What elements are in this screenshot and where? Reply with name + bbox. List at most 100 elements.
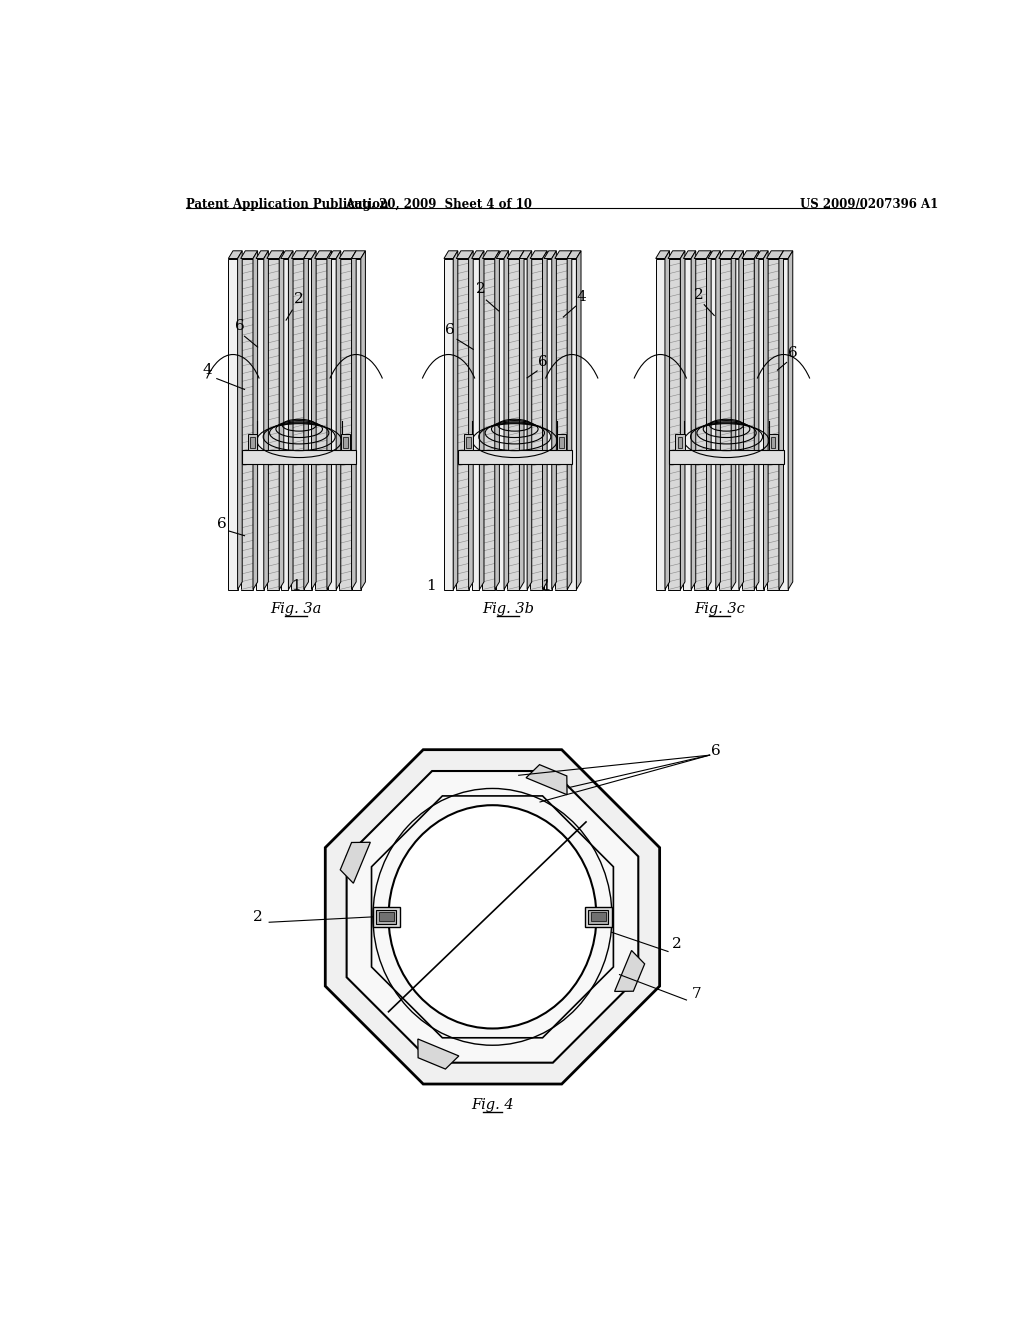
Text: US 2009/0207396 A1: US 2009/0207396 A1 bbox=[801, 198, 939, 211]
Polygon shape bbox=[507, 259, 519, 590]
Text: Fig. 3b: Fig. 3b bbox=[482, 602, 534, 615]
Text: 2: 2 bbox=[476, 282, 485, 296]
Polygon shape bbox=[343, 437, 348, 447]
Text: 2: 2 bbox=[673, 937, 682, 950]
Polygon shape bbox=[756, 259, 764, 590]
Polygon shape bbox=[267, 259, 280, 590]
Polygon shape bbox=[519, 251, 531, 259]
Polygon shape bbox=[464, 434, 473, 450]
Polygon shape bbox=[264, 251, 268, 590]
Polygon shape bbox=[256, 259, 264, 590]
Text: 6: 6 bbox=[711, 744, 721, 758]
Polygon shape bbox=[267, 251, 284, 259]
Polygon shape bbox=[281, 251, 293, 259]
Polygon shape bbox=[716, 251, 720, 590]
Polygon shape bbox=[314, 259, 327, 590]
Polygon shape bbox=[678, 437, 682, 447]
Polygon shape bbox=[577, 251, 581, 590]
Polygon shape bbox=[351, 251, 356, 590]
Polygon shape bbox=[238, 251, 243, 590]
Polygon shape bbox=[676, 434, 685, 450]
Polygon shape bbox=[253, 251, 258, 590]
Polygon shape bbox=[668, 251, 685, 259]
Polygon shape bbox=[719, 259, 731, 590]
Text: Fig. 3a: Fig. 3a bbox=[270, 602, 322, 615]
Polygon shape bbox=[289, 251, 293, 590]
Polygon shape bbox=[567, 251, 571, 590]
Polygon shape bbox=[341, 434, 350, 450]
Polygon shape bbox=[228, 251, 243, 259]
Polygon shape bbox=[329, 259, 336, 590]
Polygon shape bbox=[708, 259, 716, 590]
Polygon shape bbox=[691, 251, 695, 590]
Polygon shape bbox=[360, 251, 366, 590]
Text: 2: 2 bbox=[294, 292, 303, 306]
Polygon shape bbox=[530, 251, 547, 259]
Polygon shape bbox=[767, 251, 783, 259]
Polygon shape bbox=[668, 259, 680, 590]
Text: 6: 6 bbox=[445, 323, 455, 337]
Polygon shape bbox=[756, 251, 768, 259]
Polygon shape bbox=[340, 842, 371, 883]
Polygon shape bbox=[457, 259, 469, 590]
Polygon shape bbox=[292, 251, 308, 259]
Polygon shape bbox=[482, 259, 495, 590]
Polygon shape bbox=[497, 259, 504, 590]
Polygon shape bbox=[655, 259, 665, 590]
Polygon shape bbox=[339, 251, 356, 259]
Polygon shape bbox=[555, 251, 571, 259]
Polygon shape bbox=[280, 251, 284, 590]
Polygon shape bbox=[589, 909, 608, 924]
Text: Fig. 3c: Fig. 3c bbox=[694, 602, 745, 615]
Text: Aug. 20, 2009  Sheet 4 of 10: Aug. 20, 2009 Sheet 4 of 10 bbox=[345, 198, 532, 211]
Polygon shape bbox=[228, 259, 238, 590]
Polygon shape bbox=[552, 251, 556, 590]
Polygon shape bbox=[694, 251, 711, 259]
Polygon shape bbox=[336, 251, 341, 590]
Polygon shape bbox=[680, 251, 685, 590]
Polygon shape bbox=[665, 251, 670, 590]
Polygon shape bbox=[347, 771, 638, 1063]
Polygon shape bbox=[329, 251, 341, 259]
Polygon shape bbox=[683, 251, 695, 259]
Text: 6: 6 bbox=[538, 355, 548, 370]
Polygon shape bbox=[292, 259, 304, 590]
Polygon shape bbox=[526, 764, 567, 795]
Text: Patent Application Publication: Patent Application Publication bbox=[186, 198, 388, 211]
Polygon shape bbox=[304, 259, 311, 590]
Text: 2: 2 bbox=[694, 288, 703, 301]
Polygon shape bbox=[242, 450, 356, 463]
Polygon shape bbox=[779, 251, 783, 590]
Text: Fig. 4: Fig. 4 bbox=[471, 1098, 514, 1113]
Polygon shape bbox=[559, 437, 563, 447]
Text: 1: 1 bbox=[542, 578, 551, 593]
Polygon shape bbox=[351, 259, 360, 590]
Polygon shape bbox=[739, 251, 743, 590]
Polygon shape bbox=[495, 251, 500, 590]
Polygon shape bbox=[768, 434, 778, 450]
Polygon shape bbox=[544, 251, 556, 259]
Polygon shape bbox=[719, 251, 736, 259]
Text: 1: 1 bbox=[291, 578, 301, 593]
Polygon shape bbox=[530, 259, 543, 590]
Polygon shape bbox=[779, 259, 788, 590]
Polygon shape bbox=[482, 251, 500, 259]
Polygon shape bbox=[256, 251, 268, 259]
Text: 4: 4 bbox=[577, 290, 586, 304]
Polygon shape bbox=[374, 907, 399, 927]
Polygon shape bbox=[655, 251, 670, 259]
Polygon shape bbox=[755, 251, 759, 590]
Polygon shape bbox=[742, 259, 755, 590]
Polygon shape bbox=[707, 251, 711, 590]
Polygon shape bbox=[788, 251, 793, 590]
Polygon shape bbox=[250, 437, 255, 447]
Polygon shape bbox=[694, 259, 707, 590]
Polygon shape bbox=[379, 912, 394, 921]
Polygon shape bbox=[469, 251, 473, 590]
Polygon shape bbox=[327, 251, 332, 590]
Polygon shape bbox=[479, 251, 484, 590]
Polygon shape bbox=[304, 251, 308, 590]
Polygon shape bbox=[311, 251, 316, 590]
Polygon shape bbox=[771, 437, 775, 447]
Polygon shape bbox=[504, 251, 509, 590]
